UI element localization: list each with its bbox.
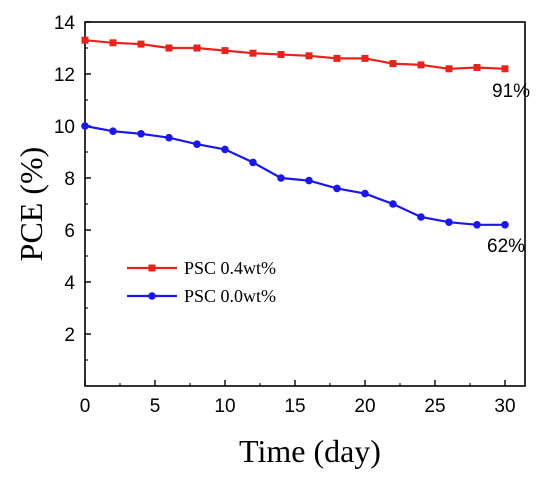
data-point xyxy=(193,140,201,148)
data-point xyxy=(333,184,341,193)
retention-annotation-91: 91% xyxy=(492,81,530,102)
series-0 xyxy=(81,36,509,73)
data-point xyxy=(501,65,509,73)
y-tick-label: 2 xyxy=(64,325,75,346)
data-point xyxy=(445,65,453,73)
data-point xyxy=(305,52,313,60)
x-tick-label: 25 xyxy=(424,396,445,417)
data-point xyxy=(109,127,117,135)
legend-marker-psc-00 xyxy=(148,292,156,300)
data-point xyxy=(81,36,89,44)
data-point xyxy=(501,221,509,229)
axis-ticks: 0 5 10 15 20 25 30 2 4 6 8 10 12 14 xyxy=(54,13,516,417)
y-tick-label: 6 xyxy=(64,221,75,242)
legend: PSC 0.4wt% PSC 0.0wt% xyxy=(127,258,276,306)
y-tick-label: 14 xyxy=(54,13,76,34)
series-line xyxy=(84,124,505,226)
data-point xyxy=(361,54,369,62)
data-point xyxy=(417,213,425,221)
y-tick-label: 10 xyxy=(54,117,75,138)
data-point xyxy=(445,218,453,226)
legend-marker-psc-04 xyxy=(148,264,156,272)
data-point xyxy=(165,133,173,142)
data-point xyxy=(249,158,257,167)
data-point xyxy=(305,176,313,185)
series-line xyxy=(84,39,506,70)
data-point xyxy=(277,174,285,182)
x-axis-title: Time (day) xyxy=(239,433,381,469)
data-point xyxy=(277,51,285,58)
y-axis-title: PCE (%) xyxy=(13,147,49,262)
legend-label-psc-04: PSC 0.4wt% xyxy=(184,258,276,278)
y-tick-label: 8 xyxy=(64,169,75,190)
series-layer xyxy=(81,36,509,229)
data-point xyxy=(137,40,145,48)
x-tick-label: 30 xyxy=(494,396,515,417)
x-tick-label: 15 xyxy=(284,396,305,417)
data-point xyxy=(137,130,145,138)
data-point xyxy=(389,60,397,68)
data-point xyxy=(193,44,201,52)
data-point xyxy=(249,49,257,57)
x-tick-label: 5 xyxy=(150,396,161,417)
y-tick-label: 4 xyxy=(64,273,75,294)
data-point xyxy=(221,47,229,55)
data-point xyxy=(473,221,481,229)
data-point xyxy=(417,61,425,69)
x-tick-label: 0 xyxy=(80,396,91,417)
data-point xyxy=(333,54,341,62)
series-1 xyxy=(81,122,509,229)
data-point xyxy=(221,145,229,154)
data-point xyxy=(389,200,397,208)
x-tick-label: 20 xyxy=(354,396,375,417)
data-point xyxy=(361,189,369,198)
data-point xyxy=(109,39,117,47)
data-point xyxy=(81,122,89,130)
x-tick-label: 10 xyxy=(214,396,235,417)
retention-annotation-62: 62% xyxy=(487,236,525,257)
legend-label-psc-00: PSC 0.0wt% xyxy=(184,286,276,306)
data-point xyxy=(473,64,481,71)
y-tick-label: 12 xyxy=(54,65,75,86)
plot-frame xyxy=(84,21,526,387)
data-point xyxy=(165,44,173,52)
